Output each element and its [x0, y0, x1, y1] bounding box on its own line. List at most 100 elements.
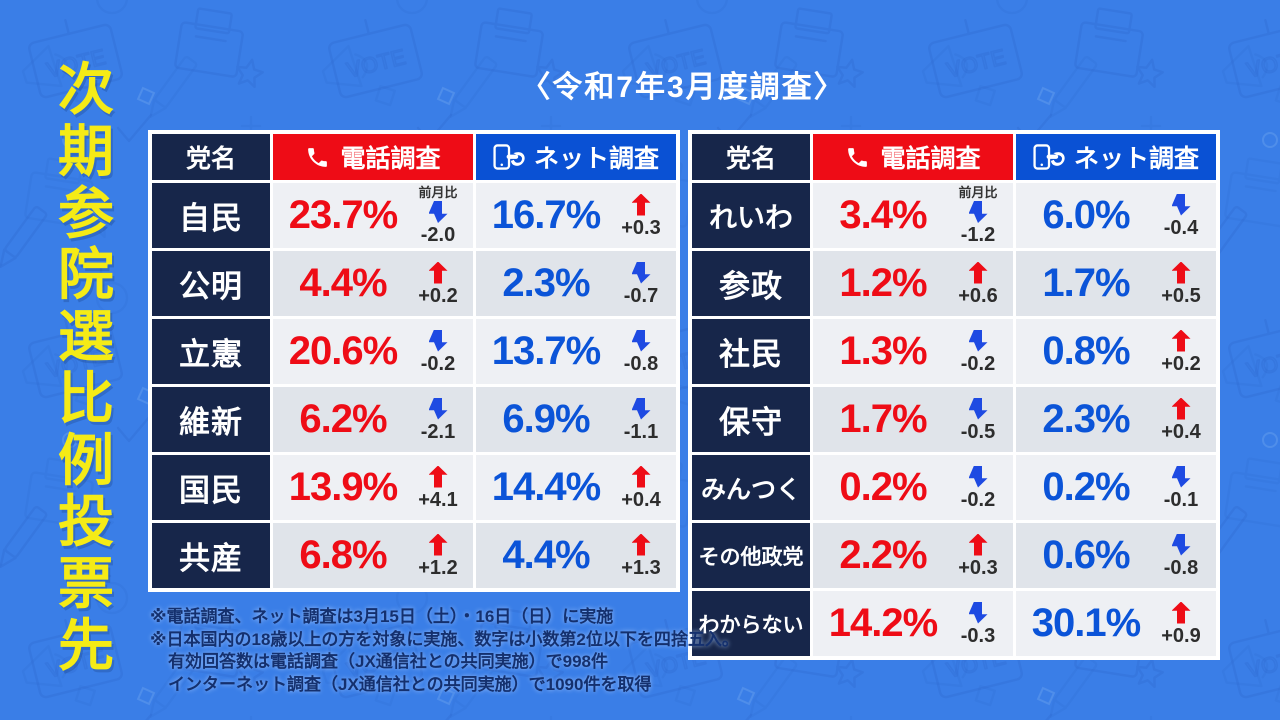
month-change: +0.5: [1154, 261, 1208, 306]
down-arrow-icon: [1171, 193, 1191, 216]
net-result-cell: 6.9% -1.1: [476, 387, 676, 452]
net-survey-label: ネット調査: [1073, 145, 1199, 173]
page-title: 次期参院選比例投票先: [34, 62, 138, 674]
phone-percent: 20.6%: [288, 329, 398, 373]
phone-percent: 1.7%: [839, 397, 927, 441]
net-percent: 16.7%: [491, 193, 601, 237]
up-arrow-icon: [968, 533, 988, 556]
change-value: -0.2: [960, 488, 996, 511]
phone-percent: 0.2%: [839, 465, 927, 509]
change-value: +1.3: [621, 556, 661, 579]
down-arrow-icon: [631, 329, 651, 352]
down-arrow-icon: [968, 601, 988, 624]
up-arrow-icon: [631, 193, 651, 216]
page-title-char: 参: [58, 181, 114, 245]
phone-percent: 23.7%: [288, 193, 398, 237]
phone-percent: 13.9%: [288, 465, 398, 509]
net-percent: 30.1%: [1031, 601, 1141, 645]
table-row: わからない 14.2% -0.3 30.1% +0.9: [692, 591, 1216, 656]
month-change: +0.6: [951, 261, 1005, 306]
phone-result-cell: 23.7% 前月比 -2.0: [273, 183, 473, 248]
month-change: 前月比 -2.0: [411, 186, 465, 245]
phone-percent: 2.2%: [839, 533, 927, 577]
down-arrow-icon: [1171, 465, 1191, 488]
month-change: -0.2: [951, 329, 1005, 374]
change-value: -0.8: [623, 352, 659, 375]
table-row: 公明 4.4% +0.2 2.3% -0.7: [152, 251, 676, 316]
footnotes: ※電話調査、ネット調査は3月15日（土）・16日（日）に実施 ※日本国内の18歳以…: [150, 606, 739, 696]
month-change: +4.1: [411, 465, 465, 510]
table-header-row: 党名 電話調査 ネット調査: [152, 134, 676, 180]
party-name: 公明: [152, 251, 270, 316]
net-result-cell: 16.7% +0.3: [476, 183, 676, 248]
table-row: 維新 6.2% -2.1 6.9% -1.1: [152, 387, 676, 452]
net-result-cell: 2.3% +0.4: [1016, 387, 1216, 452]
net-percent: 6.9%: [502, 397, 590, 441]
phone-percent: 4.4%: [299, 261, 387, 305]
month-change: +0.2: [411, 261, 465, 307]
month-change: +0.9: [1154, 601, 1208, 646]
month-change: -0.7: [614, 261, 668, 306]
table-header-row: 党名 電話調査 ネット調査: [692, 134, 1216, 180]
up-arrow-icon: [1171, 261, 1191, 284]
footnote-line: ※電話調査、ネット調査は3月15日（土）・16日（日）に実施: [150, 607, 614, 626]
change-value: -2.0: [420, 224, 456, 246]
party-name: れいわ: [692, 183, 810, 248]
month-change: -0.1: [1154, 465, 1208, 510]
net-percent: 0.6%: [1042, 533, 1130, 577]
change-value: +0.2: [1161, 352, 1201, 375]
up-arrow-icon: [631, 465, 651, 488]
phone-icon: [845, 145, 870, 170]
footnote-line: インターネット調査（JX通信社との共同実施）で1090件を取得: [168, 674, 652, 694]
down-arrow-icon: [968, 397, 988, 420]
change-value: -0.8: [1163, 556, 1199, 579]
down-arrow-icon: [1171, 533, 1191, 556]
net-result-cell: 1.7% +0.5: [1016, 251, 1216, 316]
change-value: -0.3: [960, 624, 996, 647]
change-value: +0.2: [418, 284, 458, 307]
phone-percent: 1.2%: [839, 261, 927, 305]
survey-period-label: 〈令和7年3月度調査〉: [520, 71, 846, 104]
phone-percent: 3.4%: [839, 193, 927, 237]
table-row: みんつく 0.2% -0.2 0.2% -0.1: [692, 455, 1216, 520]
net-percent: 13.7%: [491, 329, 601, 373]
party-name: 参政: [692, 251, 810, 316]
net-result-cell: 14.4% +0.4: [476, 455, 676, 520]
phone-percent: 1.3%: [839, 329, 927, 373]
phone-result-cell: 1.2% +0.6: [813, 251, 1013, 316]
table-row: 立憲 20.6% -0.2 13.7% -0.8: [152, 319, 676, 384]
net-result-cell: 0.2% -0.1: [1016, 455, 1216, 520]
net-percent: 2.3%: [502, 261, 590, 305]
net-survey-label: ネット調査: [533, 145, 659, 173]
down-arrow-icon: [968, 465, 988, 488]
change-value: +1.2: [418, 556, 458, 579]
change-value: +0.3: [621, 216, 661, 239]
page-title-char: 投: [58, 490, 114, 554]
party-column-header: 党名: [152, 134, 270, 180]
page-title-char: 例: [58, 428, 114, 492]
month-change: +0.4: [1154, 397, 1208, 442]
party-name: 保守: [692, 387, 810, 452]
month-change: +1.2: [411, 533, 465, 579]
phone-survey-label: 電話調査: [880, 145, 981, 173]
month-change: +0.2: [1154, 329, 1208, 375]
page-title-char: 先: [58, 613, 114, 677]
footnote-line: ※日本国内の18歳以上の方を対象に実施、数字は小数第2位以下を四捨五入。: [150, 629, 739, 649]
net-percent: 0.2%: [1042, 465, 1130, 509]
change-value: -1.2: [960, 224, 996, 246]
net-result-cell: 4.4% +1.3: [476, 523, 676, 588]
net-survey-column-header: ネット調査: [476, 134, 676, 180]
phone-result-cell: 14.2% -0.3: [813, 591, 1013, 656]
month-change: -2.1: [411, 397, 465, 442]
phone-result-cell: 4.4% +0.2: [273, 251, 473, 316]
net-percent: 6.0%: [1042, 193, 1130, 237]
up-arrow-icon: [1171, 397, 1191, 420]
phone-percent: 6.8%: [299, 533, 387, 577]
net-result-cell: 0.8% +0.2: [1016, 319, 1216, 384]
net-result-cell: 6.0% -0.4: [1016, 183, 1216, 248]
month-change: -0.8: [1154, 533, 1208, 579]
party-name: 立憲: [152, 319, 270, 384]
table-row: 保守 1.7% -0.5 2.3% +0.4: [692, 387, 1216, 452]
net-percent: 2.3%: [1042, 397, 1130, 441]
month-change: 前月比 -1.2: [951, 186, 1005, 245]
